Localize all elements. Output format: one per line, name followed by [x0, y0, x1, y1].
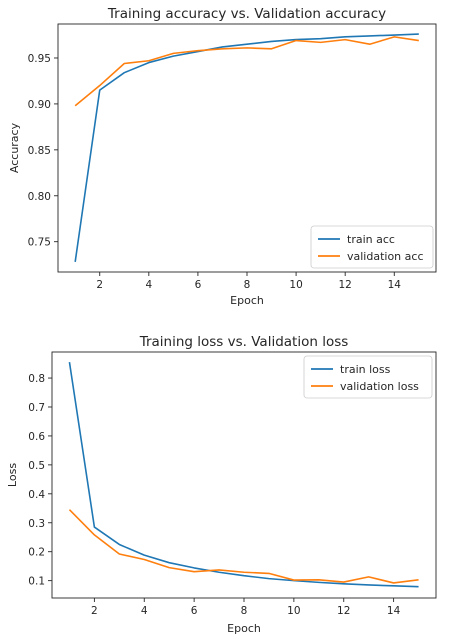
- y-tick-label: 0.2: [28, 547, 45, 559]
- x-tick-label: 12: [337, 605, 350, 617]
- legend: train acc validation acc: [310, 225, 434, 269]
- legend-label: validation acc: [347, 250, 424, 263]
- x-axis-label: Epoch: [230, 294, 264, 307]
- y-tick-label: 0.85: [28, 145, 51, 157]
- series-line-train-acc: [74, 33, 419, 263]
- y-tick-label: 0.5: [28, 460, 45, 472]
- y-tick-label: 0.7: [28, 402, 45, 414]
- series-line-validation-loss: [68, 509, 419, 584]
- x-tick-label: 10: [287, 605, 300, 617]
- x-axis-label: Epoch: [227, 622, 261, 635]
- y-axis-label: Accuracy: [8, 122, 21, 173]
- legend-box: [303, 355, 433, 399]
- legend-label: train acc: [347, 233, 395, 246]
- x-tick-label: 10: [289, 279, 302, 291]
- x-tick-label: 8: [244, 279, 251, 291]
- y-tick-label: 0.95: [28, 53, 51, 65]
- x-tick-label: 12: [338, 279, 351, 291]
- x-tick-label: 6: [191, 605, 198, 617]
- x-tick-label: 2: [96, 279, 103, 291]
- x-tick-label: 4: [141, 605, 148, 617]
- x-tick-label: 6: [195, 279, 202, 291]
- y-tick-label: 0.80: [28, 191, 51, 203]
- y-tick-label: 0.8: [28, 373, 45, 385]
- y-tick-label: 0.1: [28, 576, 45, 588]
- chart-title: Training accuracy vs. Validation accurac…: [107, 6, 386, 22]
- x-tick-label: 14: [387, 605, 401, 617]
- legend: train loss validation loss: [303, 355, 433, 399]
- series-line-train-loss: [68, 362, 419, 588]
- y-axis-label: Loss: [6, 463, 19, 487]
- y-tick-label: 0.75: [28, 237, 51, 249]
- x-tick-label: 2: [91, 605, 98, 617]
- chart-1: Training accuracy vs. Validation accurac…: [8, 6, 437, 307]
- legend-box: [310, 225, 434, 269]
- y-tick-label: 0.4: [28, 489, 45, 501]
- y-tick-label: 0.6: [28, 431, 45, 443]
- legend-label: train loss: [340, 363, 391, 376]
- x-tick-label: 4: [145, 279, 152, 291]
- y-tick-label: 0.3: [28, 518, 45, 530]
- y-tick-label: 0.90: [28, 99, 51, 111]
- legend-label: validation loss: [340, 380, 419, 393]
- series-line-validation-acc: [74, 36, 419, 107]
- x-tick-label: 8: [241, 605, 248, 617]
- x-tick-label: 14: [388, 279, 402, 291]
- chart-2: Training loss vs. Validation loss 2 4 6 8 10 1…: [6, 334, 437, 635]
- chart-title: Training loss vs. Validation loss: [139, 334, 349, 350]
